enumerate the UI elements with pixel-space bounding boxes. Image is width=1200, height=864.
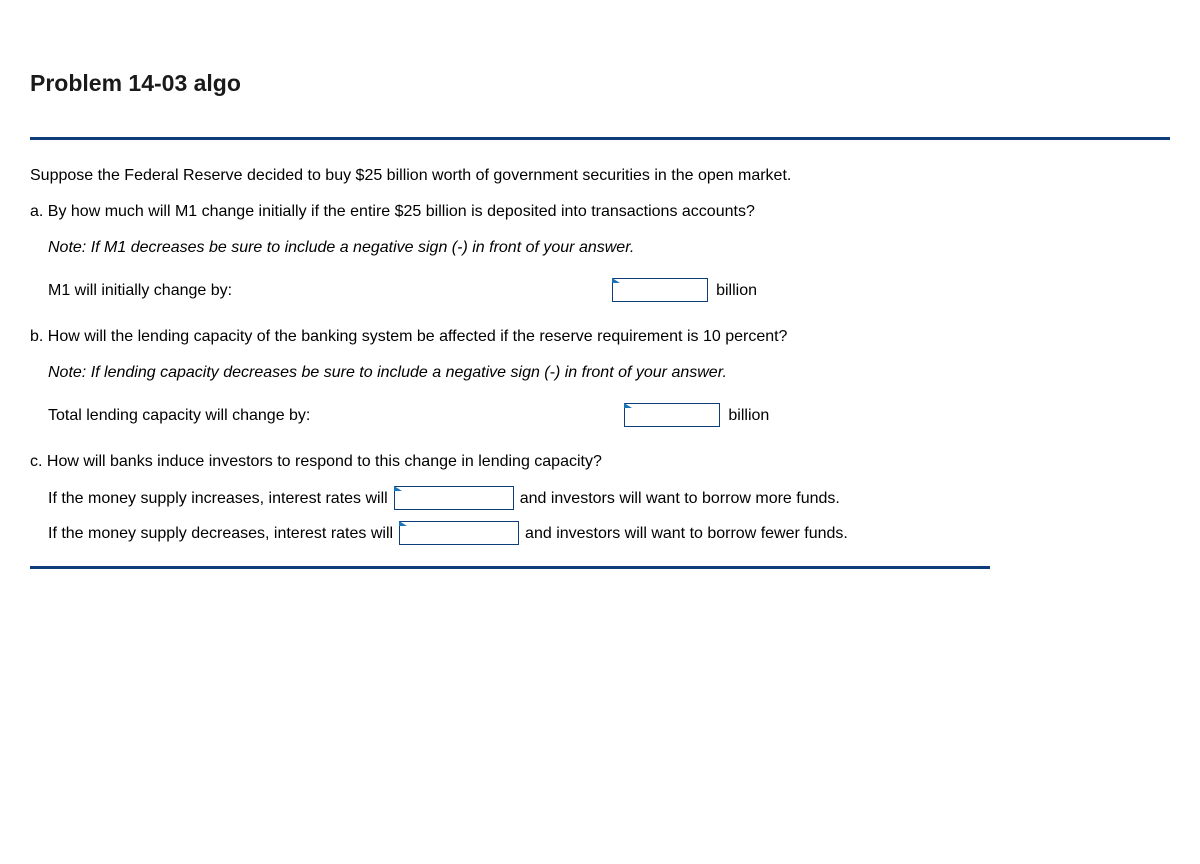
part-c-question: c. How will banks induce investors to re… bbox=[30, 450, 990, 474]
part-b-answer-row: Total lending capacity will change by: b… bbox=[48, 403, 990, 428]
part-a-input[interactable] bbox=[612, 278, 708, 302]
part-c-row2-pre: If the money supply decreases, interest … bbox=[48, 522, 393, 546]
part-a-answer-row: M1 will initially change by: billion bbox=[48, 278, 990, 303]
part-a-question: a. By how much will M1 change initially … bbox=[30, 200, 990, 224]
part-b-input[interactable] bbox=[624, 403, 720, 427]
part-a-note: Note: If M1 decreases be sure to include… bbox=[48, 236, 990, 260]
part-c-row1-post: and investors will want to borrow more f… bbox=[520, 487, 840, 511]
part-b-input-wrap bbox=[624, 403, 720, 428]
part-a-label: M1 will initially change by: bbox=[48, 279, 232, 303]
part-c-row2-input-wrap bbox=[399, 521, 519, 546]
part-b-question: b. How will the lending capacity of the … bbox=[30, 325, 990, 349]
flag-icon bbox=[394, 486, 402, 491]
part-b-label: Total lending capacity will change by: bbox=[48, 404, 310, 428]
top-rule bbox=[30, 137, 1170, 140]
part-c-row2: If the money supply decreases, interest … bbox=[48, 521, 990, 546]
flag-icon bbox=[399, 521, 407, 526]
part-c-row2-input[interactable] bbox=[399, 521, 519, 545]
part-b-note: Note: If lending capacity decreases be s… bbox=[48, 361, 990, 385]
problem-title: Problem 14-03 algo bbox=[30, 70, 1170, 97]
intro-text: Suppose the Federal Reserve decided to b… bbox=[30, 164, 990, 188]
part-c-row1: If the money supply increases, interest … bbox=[48, 486, 990, 511]
part-c-row1-pre: If the money supply increases, interest … bbox=[48, 487, 388, 511]
problem-page: Problem 14-03 algo Suppose the Federal R… bbox=[0, 0, 1200, 569]
part-b-unit: billion bbox=[728, 404, 769, 428]
part-c-row2-post: and investors will want to borrow fewer … bbox=[525, 522, 848, 546]
part-a-input-wrap bbox=[612, 278, 708, 303]
part-c-row1-input[interactable] bbox=[394, 486, 514, 510]
bottom-rule bbox=[30, 566, 990, 569]
flag-icon bbox=[612, 278, 620, 283]
part-a-unit: billion bbox=[716, 279, 757, 303]
flag-icon bbox=[624, 403, 632, 408]
problem-content: Suppose the Federal Reserve decided to b… bbox=[30, 164, 990, 569]
part-c-row1-input-wrap bbox=[394, 486, 514, 511]
